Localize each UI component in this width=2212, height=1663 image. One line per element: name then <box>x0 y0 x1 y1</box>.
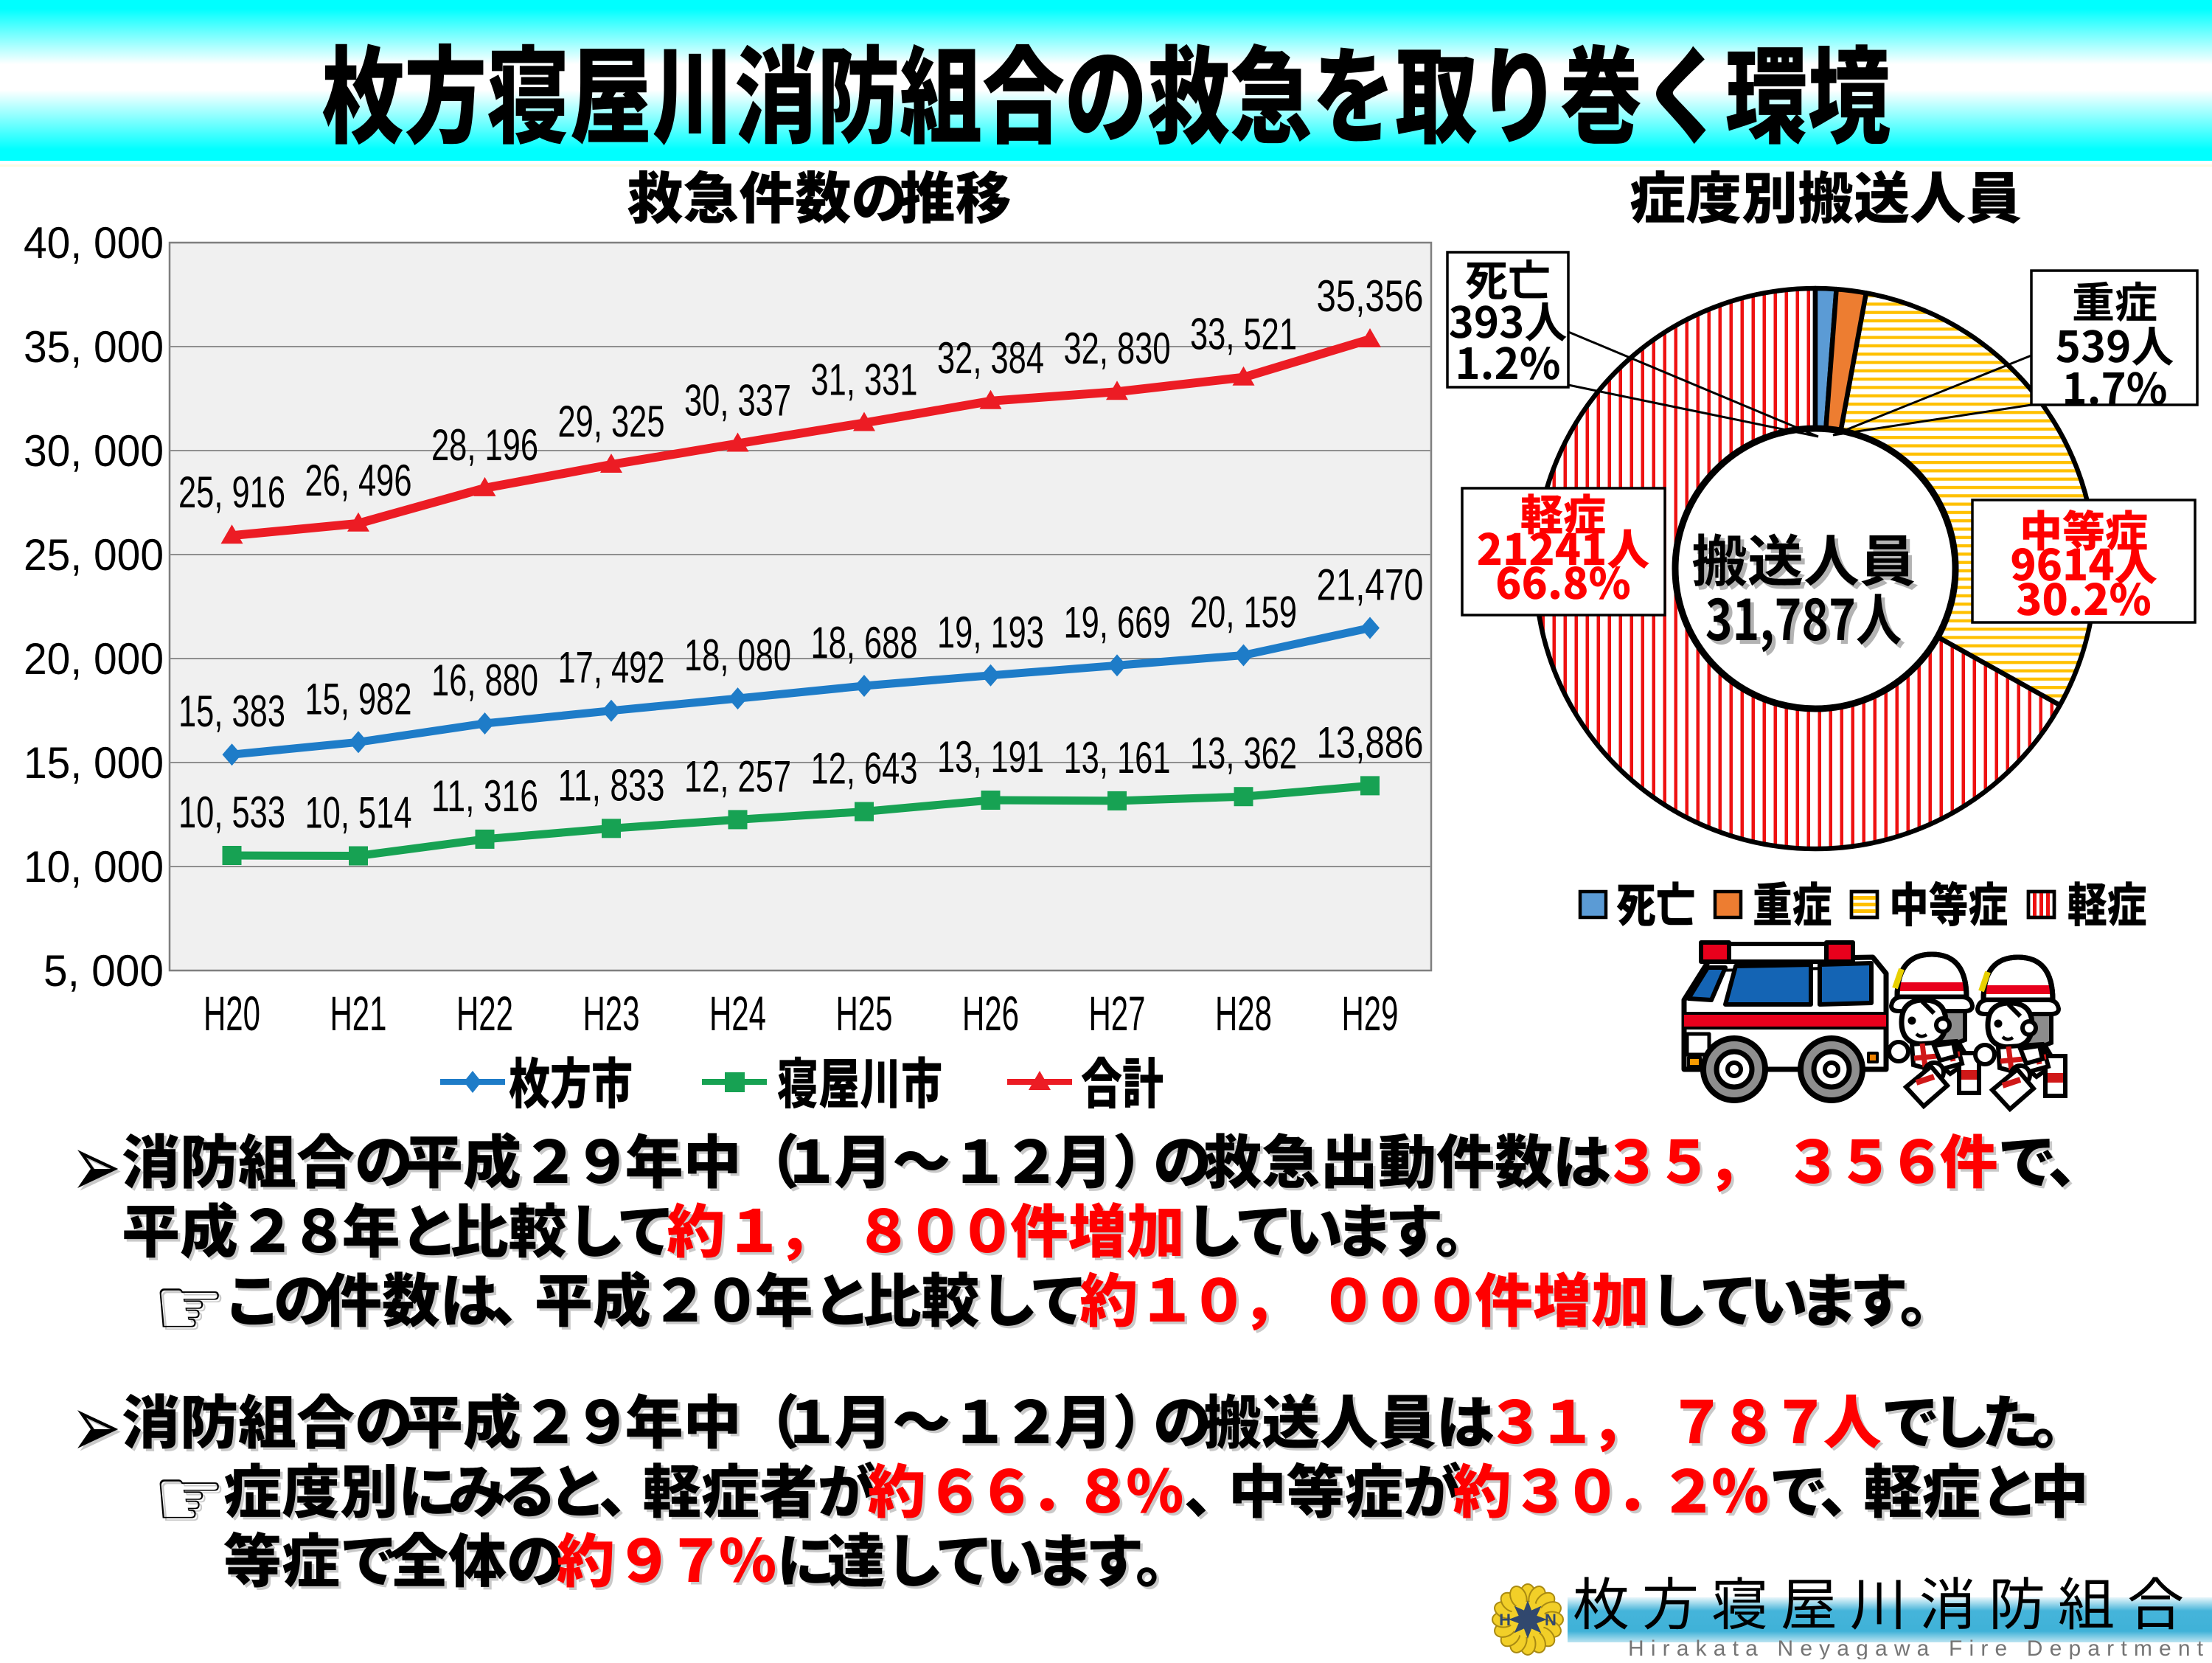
svg-text:17, 492: 17, 492 <box>558 643 665 692</box>
svg-text:18, 688: 18, 688 <box>811 618 918 667</box>
svg-text:25, 000: 25, 000 <box>24 530 164 580</box>
svg-text:10, 000: 10, 000 <box>24 842 164 892</box>
svg-text:10, 514: 10, 514 <box>305 788 412 838</box>
svg-text:32, 384: 32, 384 <box>937 333 1044 383</box>
svg-text:18, 080: 18, 080 <box>684 631 791 680</box>
svg-text:13, 161: 13, 161 <box>1064 733 1171 782</box>
svg-text:40, 000: 40, 000 <box>24 218 164 268</box>
svg-text:29, 325: 29, 325 <box>558 397 665 446</box>
svg-text:12, 643: 12, 643 <box>811 744 918 794</box>
svg-text:5, 000: 5, 000 <box>44 946 164 996</box>
svg-text:15, 383: 15, 383 <box>178 687 285 736</box>
svg-text:25, 916: 25, 916 <box>178 468 285 517</box>
svg-text:33, 521: 33, 521 <box>1190 310 1297 359</box>
svg-text:H: H <box>1499 1611 1511 1629</box>
svg-text:H22: H22 <box>456 986 513 1041</box>
svg-text:35,356: 35,356 <box>1317 271 1424 321</box>
svg-text:H29: H29 <box>1342 986 1399 1041</box>
svg-text:N: N <box>1545 1611 1557 1629</box>
svg-text:H24: H24 <box>709 986 766 1041</box>
svg-text:12, 257: 12, 257 <box>684 751 791 801</box>
svg-text:10, 533: 10, 533 <box>178 788 285 837</box>
svg-text:H23: H23 <box>583 986 640 1041</box>
svg-text:15, 982: 15, 982 <box>305 674 412 723</box>
svg-text:H21: H21 <box>330 986 387 1041</box>
svg-text:11, 833: 11, 833 <box>558 760 665 810</box>
svg-text:H25: H25 <box>836 986 893 1041</box>
svg-text:21,470: 21,470 <box>1317 560 1424 610</box>
svg-text:32, 830: 32, 830 <box>1064 324 1171 373</box>
svg-text:11, 316: 11, 316 <box>431 771 538 821</box>
svg-text:35, 000: 35, 000 <box>24 322 164 372</box>
svg-text:31, 331: 31, 331 <box>811 355 918 405</box>
svg-text:16, 880: 16, 880 <box>431 656 538 705</box>
svg-text:H26: H26 <box>962 986 1019 1041</box>
svg-text:13,886: 13,886 <box>1317 718 1424 767</box>
svg-text:H27: H27 <box>1089 986 1146 1041</box>
svg-text:30, 337: 30, 337 <box>684 376 791 426</box>
svg-text:H20: H20 <box>204 986 260 1041</box>
svg-text:15, 000: 15, 000 <box>24 738 164 788</box>
svg-text:19, 193: 19, 193 <box>937 608 1044 657</box>
svg-text:20, 159: 20, 159 <box>1190 588 1297 637</box>
svg-text:13, 191: 13, 191 <box>937 732 1044 782</box>
svg-text:13, 362: 13, 362 <box>1190 729 1297 778</box>
svg-text:28, 196: 28, 196 <box>431 420 538 470</box>
svg-text:26, 496: 26, 496 <box>305 456 412 505</box>
svg-text:19, 669: 19, 669 <box>1064 597 1171 647</box>
svg-text:H28: H28 <box>1215 986 1272 1041</box>
svg-text:20, 000: 20, 000 <box>24 634 164 684</box>
svg-text:30, 000: 30, 000 <box>24 426 164 476</box>
